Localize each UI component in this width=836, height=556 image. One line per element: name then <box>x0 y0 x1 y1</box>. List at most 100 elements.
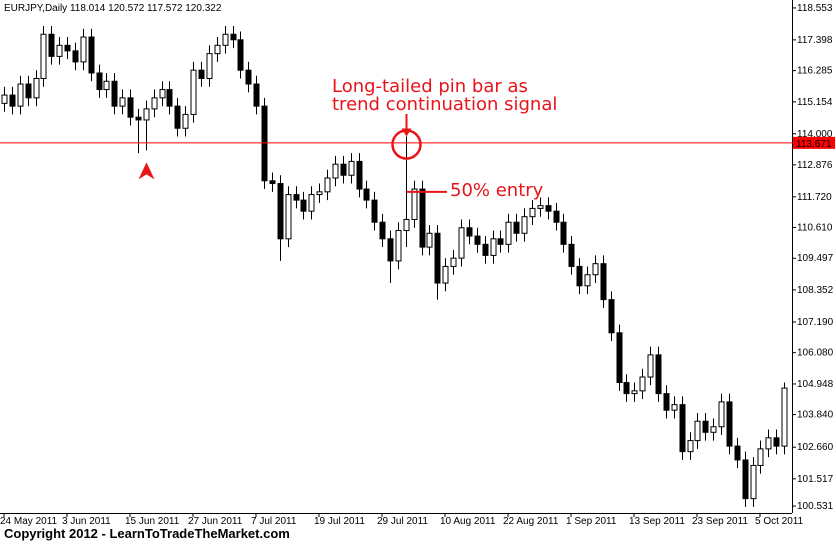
candle-body <box>403 218 410 232</box>
candle-body <box>710 426 717 433</box>
candle-body <box>474 235 481 245</box>
y-tick-label: 107.190 <box>797 317 834 328</box>
candle-body <box>387 238 394 262</box>
y-tick-label: 106.080 <box>797 348 834 359</box>
candle-body <box>419 188 426 248</box>
candle-body <box>576 265 583 287</box>
candle-body <box>151 97 158 110</box>
candle-body <box>411 188 418 220</box>
y-tick-label: 116.285 <box>797 66 833 77</box>
candle-body <box>466 227 473 237</box>
candle-body <box>537 205 544 209</box>
candle-body <box>750 464 757 500</box>
candle-body <box>237 39 244 71</box>
candle-body <box>64 44 71 52</box>
candle-body <box>285 194 292 240</box>
candle-body <box>269 180 276 185</box>
candle-body <box>96 72 103 91</box>
x-tick-label: 15 Jun 2011 <box>125 516 180 527</box>
candle-body <box>655 354 662 395</box>
candle-body <box>639 376 646 392</box>
candle-body <box>497 238 504 245</box>
candle-body <box>434 232 441 284</box>
candle-body <box>48 33 55 57</box>
x-tick-label: 23 Sep 2011 <box>692 516 748 527</box>
candle-body <box>230 33 237 41</box>
x-tick-label: 5 Oct 2011 <box>755 516 804 527</box>
candle-body <box>293 194 300 201</box>
y-tick-label: 109.497 <box>797 253 834 264</box>
candle-body <box>363 188 370 201</box>
candle-body <box>521 216 528 234</box>
candle-body <box>647 354 654 378</box>
x-tick-label: 13 Sep 2011 <box>629 516 685 527</box>
candle-body <box>111 80 118 107</box>
x-tick-label: 27 Jun 2011 <box>188 516 243 527</box>
candle-body <box>529 207 536 218</box>
annotation: Long-tailed pin bar as <box>332 76 528 97</box>
y-tick-label: 118.553 <box>797 3 833 14</box>
candle-body <box>568 243 575 267</box>
chart-header: EURJPY,Daily 118.014 120.572 117.572 120… <box>4 3 222 14</box>
price-label-box <box>793 136 835 149</box>
candle-body <box>166 89 173 107</box>
candle-body <box>679 404 686 453</box>
arrow-head <box>401 128 412 137</box>
candle-body <box>332 163 339 179</box>
y-tick-label: 101.517 <box>797 474 834 485</box>
candle-body <box>734 445 741 461</box>
candle-body <box>553 210 560 223</box>
candle-body <box>72 50 79 63</box>
candle-body <box>25 83 32 99</box>
candle-body <box>348 160 355 176</box>
candle-body <box>308 194 315 212</box>
y-tick-label: 115.154 <box>797 97 833 108</box>
candle-body <box>277 183 284 240</box>
x-tick-label: 7 Jul 2011 <box>251 516 297 527</box>
candle-body <box>773 437 780 447</box>
candle-body <box>671 404 678 411</box>
candle-body <box>222 33 229 46</box>
candle-body <box>458 227 465 259</box>
candle-body <box>505 221 512 245</box>
x-tick-label: 3 Jun 2011 <box>62 516 111 527</box>
candle-body <box>340 163 347 176</box>
y-tick-label: 103.840 <box>797 410 834 421</box>
candle-body <box>442 265 449 284</box>
x-tick-label: 29 Jul 2011 <box>377 516 428 527</box>
candle-body <box>40 33 47 79</box>
y-tick-label: 117.398 <box>797 35 833 46</box>
candle-body <box>608 299 615 334</box>
candle-body <box>206 53 213 79</box>
y-tick-label: 108.352 <box>797 285 834 296</box>
pin-arrow <box>138 162 155 180</box>
candle-body <box>450 257 457 267</box>
candle-body <box>33 77 40 99</box>
annotation: trend continuation signal <box>332 94 557 115</box>
candle-body <box>127 97 134 118</box>
candle-body <box>261 105 268 182</box>
y-tick-label: 104.948 <box>797 379 834 390</box>
candle-body <box>726 401 733 447</box>
candle-body <box>182 113 189 129</box>
candle-body <box>663 393 670 411</box>
candle-body <box>80 36 87 63</box>
y-tick-label: 114.000 <box>797 129 833 140</box>
candle-body <box>781 387 788 447</box>
candle-body <box>17 83 24 107</box>
candle-body <box>702 420 709 433</box>
candle-body <box>135 116 142 121</box>
candle-body <box>694 420 701 442</box>
candle-body <box>159 89 166 99</box>
candle-body <box>119 97 126 107</box>
x-tick-label: 10 Aug 2011 <box>440 516 496 527</box>
candle-body <box>1 94 8 104</box>
y-tick-label: 111.720 <box>797 192 832 203</box>
candle-body <box>371 199 378 223</box>
candle-body <box>56 44 63 57</box>
price-label: 113.671 <box>796 139 832 150</box>
candle-body <box>395 230 402 262</box>
y-tick-label: 102.660 <box>797 442 834 453</box>
